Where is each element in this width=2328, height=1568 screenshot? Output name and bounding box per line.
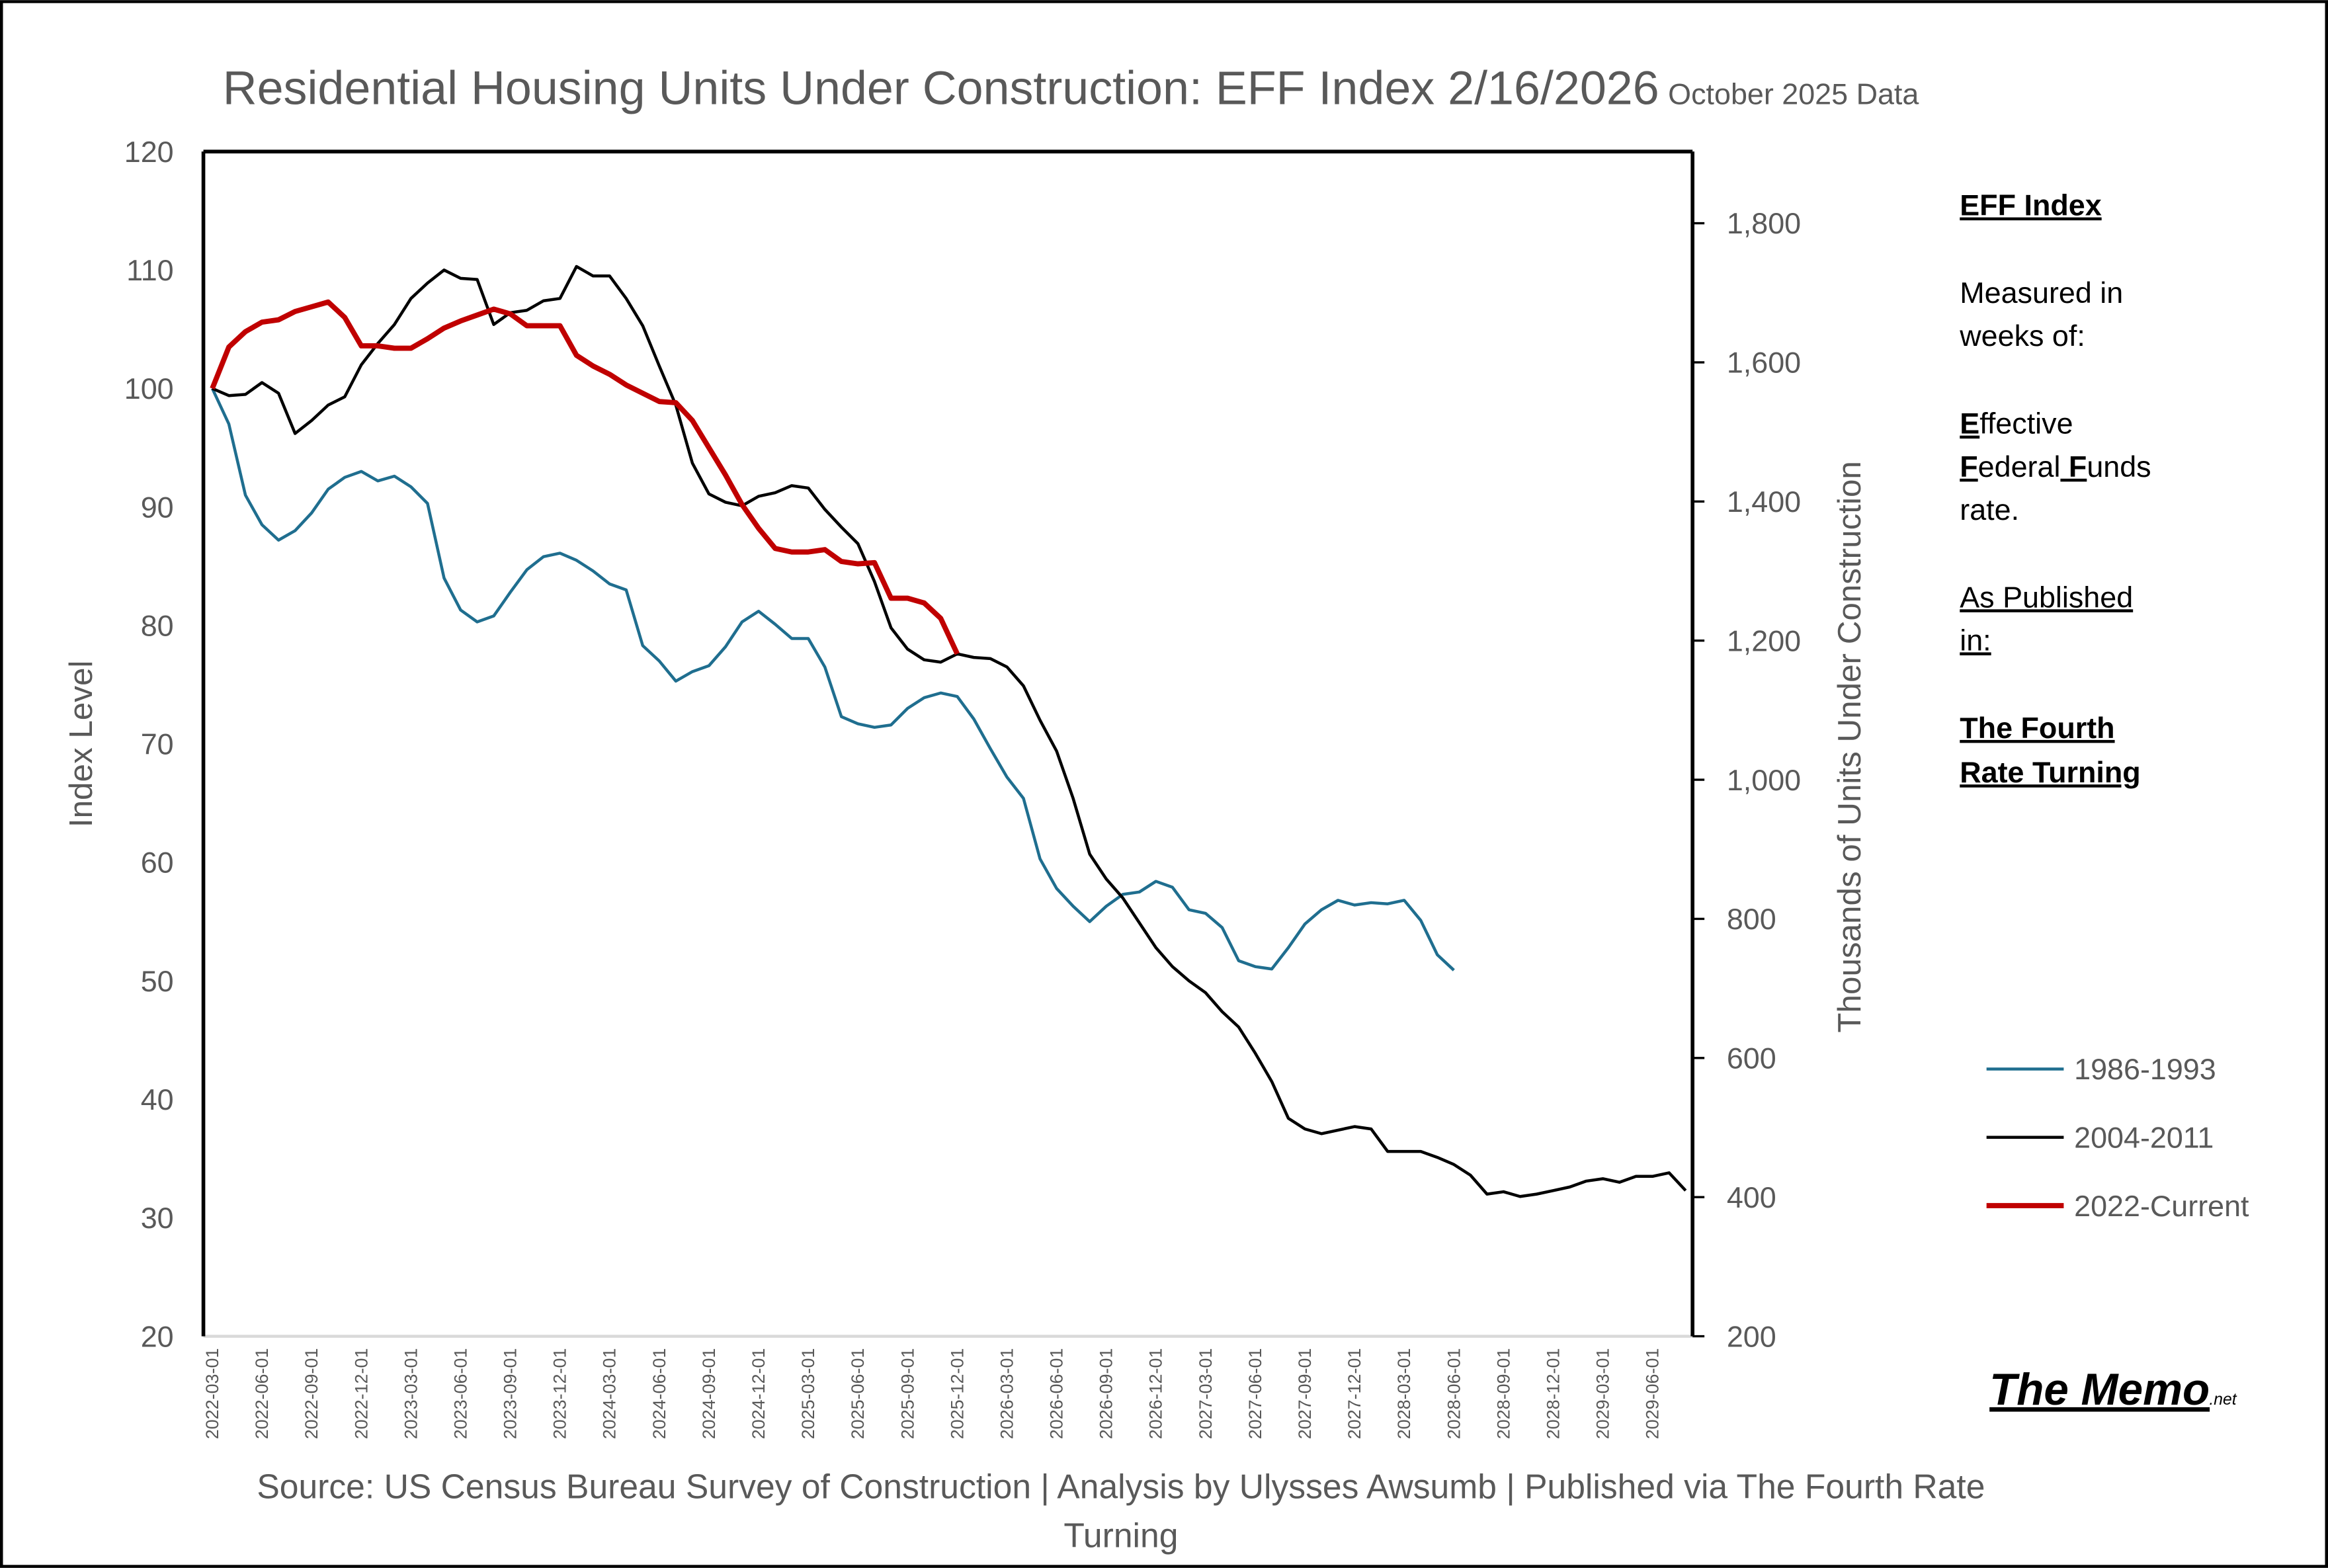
legend-label: 2004-2011 [2074,1121,2214,1155]
side-note: The Fourth [1960,711,2114,745]
x-tick-label: 2026-09-01 [1097,1348,1116,1440]
side-note: Rate Turning [1960,755,2140,789]
x-tick-label: 2025-06-01 [848,1348,868,1440]
x-tick-label: 2024-06-01 [649,1348,669,1440]
y-tick-label: 50 [141,964,174,998]
logo-suffix: .net [2209,1391,2237,1409]
y2-tick-label: 200 [1727,1319,1776,1353]
side-note: As Published [1960,580,2133,614]
x-tick-label: 2026-06-01 [1047,1348,1067,1440]
side-note: Measured in [1960,276,2123,309]
side-note: weeks of: [1959,319,2085,352]
y-tick-label: 20 [141,1319,174,1353]
x-tick-label: 2022-03-01 [202,1348,222,1440]
x-tick-label: 2024-12-01 [749,1348,769,1440]
side-note: in: [1960,623,1991,657]
x-tick-label: 2022-06-01 [252,1348,272,1440]
y-tick-label: 60 [141,846,174,880]
logo: The Memo [1989,1365,2210,1415]
x-tick-label: 2027-06-01 [1245,1348,1265,1440]
y2-tick-label: 1,400 [1727,485,1801,518]
y2-tick-label: 800 [1727,902,1776,936]
legend-label: 2022-Current [2074,1189,2249,1223]
x-tick-label: 2027-09-01 [1295,1348,1315,1440]
side-note: EFF Index [1960,188,2101,222]
y2-axis-label: Thousands of Units Under Construction [1831,461,1868,1033]
x-tick-label: 2028-06-01 [1444,1348,1464,1440]
x-tick-label: 2025-09-01 [897,1348,917,1440]
source-note: Source: US Census Bureau Survey of Const… [257,1467,1985,1505]
y-tick-label: 40 [141,1083,174,1116]
y-tick-label: 70 [141,727,174,761]
side-note: Federal Funds [1960,450,2151,483]
series-line [210,388,1455,971]
x-tick-label: 2023-03-01 [401,1348,421,1440]
y2-tick-label: 1,200 [1727,624,1801,657]
x-tick-label: 2026-03-01 [997,1348,1017,1440]
y-tick-label: 30 [141,1201,174,1235]
chart-subtitle: October 2025 Data [1668,77,1919,110]
x-tick-label: 2022-09-01 [302,1348,321,1440]
y-tick-label: 90 [141,490,174,524]
x-tick-label: 2027-03-01 [1196,1348,1216,1440]
x-tick-label: 2025-12-01 [947,1348,967,1440]
x-tick-label: 2029-06-01 [1643,1348,1663,1440]
x-tick-label: 2022-12-01 [351,1348,371,1440]
source-note: Turning [1063,1516,1178,1554]
x-tick-label: 2028-03-01 [1394,1348,1414,1440]
x-tick-label: 2025-03-01 [798,1348,818,1440]
y-tick-label: 100 [124,372,174,405]
series-line [212,265,1687,1198]
side-note: Effective [1960,407,2073,440]
legend-label: 1986-1993 [2074,1052,2216,1086]
x-tick-label: 2028-09-01 [1493,1348,1513,1440]
y-tick-label: 120 [124,135,174,169]
x-tick-label: 2023-09-01 [501,1348,520,1440]
y2-tick-label: 1,800 [1727,206,1801,240]
x-tick-label: 2028-12-01 [1543,1348,1563,1440]
y2-tick-label: 1,000 [1727,763,1801,797]
y-tick-label: 110 [126,253,174,287]
x-tick-label: 2027-12-01 [1345,1348,1364,1440]
y2-tick-label: 400 [1727,1180,1776,1214]
x-tick-label: 2023-12-01 [550,1348,570,1440]
chart-title: Residential Housing Units Under Construc… [223,62,1659,114]
side-note: rate. [1960,493,2019,526]
x-tick-label: 2023-06-01 [450,1348,470,1440]
y2-tick-label: 600 [1727,1042,1776,1075]
series-line [210,299,960,655]
x-tick-label: 2024-09-01 [699,1348,719,1440]
x-tick-label: 2026-12-01 [1146,1348,1166,1440]
y-axis-label: Index Level [63,661,99,828]
x-tick-label: 2024-03-01 [600,1348,620,1440]
y-tick-label: 80 [141,608,174,642]
title-line: Residential Housing Units Under Construc… [223,62,1919,114]
y2-tick-label: 1,600 [1727,346,1801,380]
x-tick-label: 2029-03-01 [1593,1348,1613,1440]
